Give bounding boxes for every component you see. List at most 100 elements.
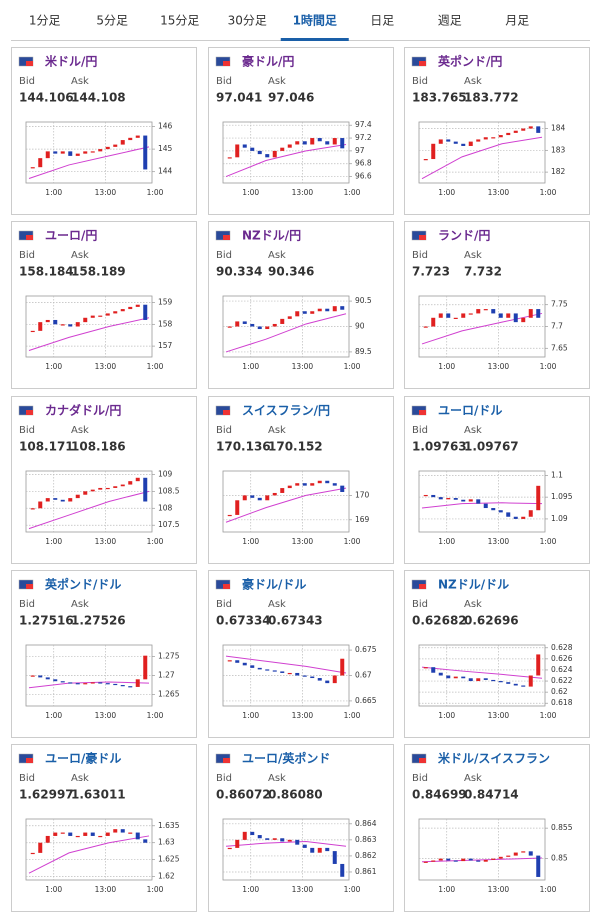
bid-label: Bid: [19, 425, 35, 436]
bid-value: 1.27516: [19, 614, 74, 628]
x-tick-label: 1:00: [540, 362, 557, 371]
candle: [250, 665, 255, 668]
pair-name[interactable]: 米ドル/円: [45, 54, 97, 69]
candle: [75, 835, 80, 838]
bid-value: 108.171: [19, 440, 74, 454]
ask-label: Ask: [268, 76, 286, 87]
candle: [476, 499, 481, 504]
plot-frame: [222, 121, 350, 184]
pair-name[interactable]: カナダドル/円: [45, 403, 121, 418]
tab[interactable]: 日足: [370, 14, 394, 28]
candle: [120, 309, 125, 312]
pair-name[interactable]: 英ポンド/ドル: [45, 577, 121, 592]
pair-name[interactable]: ユーロ/円: [45, 229, 97, 243]
bid-label: Bid: [216, 599, 232, 610]
pair-name[interactable]: ユーロ/豪ドル: [45, 751, 121, 766]
pair-name[interactable]: 豪ドル/円: [242, 54, 294, 69]
candle: [528, 126, 533, 129]
candle: [242, 662, 247, 666]
bid-value: 183.765: [412, 91, 467, 105]
pair-name[interactable]: 英ポンド/円: [438, 54, 502, 69]
flag-icon-detail: [26, 584, 33, 589]
pair-name[interactable]: ユーロ/ドル: [438, 404, 502, 418]
tab[interactable]: 1分足: [29, 14, 61, 28]
rate-card[interactable]: NZドル/円 Bid Ask 90.334 90.346 89.5 90 90.5 1:00 13…: [208, 221, 394, 389]
candle: [272, 150, 277, 158]
pair-name[interactable]: ユーロ/英ポンド: [242, 751, 330, 766]
x-tick-label: 1:00: [147, 537, 164, 546]
tab[interactable]: 30分足: [228, 14, 267, 28]
candle: [98, 315, 103, 317]
candle: [317, 847, 322, 853]
candle: [135, 304, 140, 307]
candle: [476, 678, 481, 682]
tab[interactable]: 月足: [505, 14, 529, 28]
y-tick-label: 1.635: [158, 821, 180, 830]
pair-name[interactable]: スイスフラン/円: [242, 404, 330, 418]
candle: [528, 510, 533, 517]
candle: [128, 686, 133, 688]
flag-icon-detail: [223, 584, 230, 589]
candle: [483, 859, 488, 862]
plot-frame: [25, 121, 153, 184]
tab[interactable]: 週足: [438, 14, 462, 28]
rate-card[interactable]: 豪ドル/円 Bid Ask 97.041 97.046 96.6 96.8 97 97.2 97.…: [208, 47, 394, 215]
flag-icon-detail: [419, 61, 426, 66]
candle: [250, 147, 255, 151]
tab[interactable]: 5分足: [96, 14, 128, 28]
plot-frame: [25, 295, 153, 358]
pair-name[interactable]: 豪ドル/ドル: [242, 577, 306, 592]
candle: [265, 326, 270, 330]
candle: [90, 315, 95, 318]
tab[interactable]: 1時間足: [293, 13, 337, 28]
y-tick-label: 0.665: [355, 696, 377, 705]
bid-value: 7.723: [412, 265, 450, 279]
bid-value: 1.62997: [19, 788, 74, 802]
plot-frame: [25, 818, 153, 881]
x-tick-label: 1:00: [344, 885, 361, 894]
pair-name[interactable]: ランド/円: [438, 229, 490, 243]
ask-value: 97.046: [268, 91, 314, 105]
moving-average: [225, 655, 347, 674]
pair-name[interactable]: NZドル/ドル: [438, 578, 509, 592]
ask-value: 90.346: [268, 265, 314, 279]
moving-average: [28, 681, 150, 689]
tab[interactable]: 15分足: [160, 14, 199, 28]
pair-name[interactable]: 米ドル/スイスフラン: [438, 751, 550, 766]
candle: [287, 485, 292, 489]
x-tick-label: 13:00: [292, 537, 314, 546]
rate-card[interactable]: ランド/円 Bid Ask 7.723 7.732 7.65 7.7 7.75 1:00 13:0…: [404, 221, 590, 389]
moving-average: [28, 317, 150, 351]
candle: [227, 660, 232, 662]
y-tick-label: 7.75: [551, 300, 568, 309]
x-tick-label: 1:00: [540, 537, 557, 546]
candle: [227, 847, 232, 850]
candle: [528, 675, 533, 687]
candle: [310, 676, 315, 679]
bid-value: 0.86072: [216, 788, 271, 802]
candle: [536, 654, 541, 676]
candle: [38, 158, 43, 168]
ask-label: Ask: [71, 425, 89, 436]
candle: [483, 137, 488, 140]
candle: [438, 858, 443, 861]
pair-name[interactable]: NZドル/円: [242, 229, 301, 243]
candle: [227, 157, 232, 159]
flag-icon-detail: [26, 758, 33, 763]
y-tick-label: 0.861: [355, 867, 377, 876]
candle: [521, 851, 526, 853]
y-tick-label: 0.864: [355, 819, 377, 828]
x-tick-label: 13:00: [95, 711, 117, 720]
